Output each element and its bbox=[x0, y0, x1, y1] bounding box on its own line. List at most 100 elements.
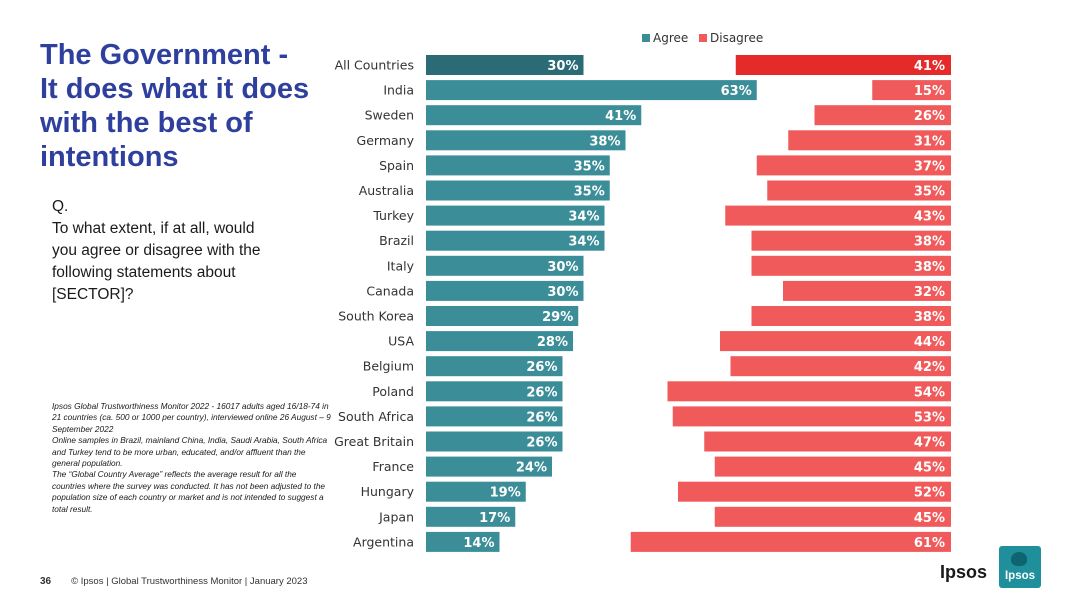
country-label: India bbox=[383, 83, 414, 98]
disagree-value-label: 37% bbox=[914, 159, 945, 174]
disagree-value-label: 45% bbox=[914, 511, 945, 526]
disagree-value-label: 32% bbox=[914, 285, 945, 300]
disagree-value-label: 44% bbox=[914, 335, 945, 350]
disagree-value-label: 54% bbox=[914, 385, 945, 400]
country-label: Great Britain bbox=[334, 434, 414, 449]
country-label: Spain bbox=[379, 158, 414, 173]
disagree-value-label: 15% bbox=[914, 84, 945, 99]
agree-value-label: 41% bbox=[605, 109, 636, 124]
chart-legend: Agree Disagree bbox=[642, 31, 763, 45]
agree-bar bbox=[426, 255, 584, 276]
agree-value-label: 26% bbox=[526, 385, 557, 400]
disagree-bar bbox=[678, 481, 951, 502]
agree-value-label: 38% bbox=[589, 134, 620, 149]
agree-value-label: 28% bbox=[537, 335, 568, 350]
disagree-bar bbox=[714, 506, 951, 527]
disagree-bar bbox=[814, 105, 951, 126]
disagree-value-label: 31% bbox=[914, 134, 945, 149]
agree-bar bbox=[426, 155, 610, 176]
country-label: All Countries bbox=[335, 58, 414, 73]
agree-bar bbox=[426, 55, 584, 75]
chart-row: India 63% 15% bbox=[383, 80, 951, 101]
disagree-bar bbox=[751, 255, 951, 276]
chart-row: Great Britain 26% 47% bbox=[334, 431, 951, 452]
chart-row: South Korea 29% 38% bbox=[338, 306, 951, 326]
disagree-value-label: 52% bbox=[914, 486, 945, 501]
legend-label: Agree bbox=[653, 31, 688, 45]
chart-row: Canada 30% 32% bbox=[366, 280, 951, 301]
disagree-value-label: 43% bbox=[914, 210, 945, 225]
agree-value-label: 63% bbox=[721, 84, 752, 99]
legend-swatch bbox=[642, 34, 650, 42]
chart-row: Japan 17% 45% bbox=[378, 506, 951, 527]
chart-row: Sweden 41% 26% bbox=[365, 105, 951, 126]
country-label: Argentina bbox=[353, 534, 414, 549]
disagree-bar bbox=[872, 80, 951, 101]
survey-question: Q. To what extent, if at all, would you … bbox=[52, 198, 261, 303]
country-label: Brazil bbox=[379, 233, 414, 248]
disagree-value-label: 61% bbox=[914, 536, 945, 551]
country-label: South Korea bbox=[338, 309, 414, 324]
country-label: South Africa bbox=[338, 409, 414, 424]
agree-bar bbox=[426, 381, 563, 402]
disagree-bar bbox=[751, 306, 951, 326]
agree-value-label: 26% bbox=[526, 360, 557, 375]
disagree-bar bbox=[714, 456, 951, 477]
legend-swatch bbox=[699, 34, 707, 42]
disagree-value-label: 38% bbox=[914, 260, 945, 275]
disagree-bar bbox=[751, 230, 951, 251]
disagree-value-label: 45% bbox=[914, 461, 945, 476]
agree-value-label: 30% bbox=[547, 59, 578, 74]
chart-row: Poland 26% 54% bbox=[372, 381, 951, 402]
agree-value-label: 17% bbox=[479, 511, 510, 526]
disagree-bar bbox=[667, 381, 951, 402]
agree-bar bbox=[426, 331, 573, 352]
agree-bar bbox=[426, 306, 579, 326]
disagree-value-label: 35% bbox=[914, 185, 945, 200]
agree-value-label: 14% bbox=[463, 536, 494, 551]
agree-bar bbox=[426, 506, 516, 527]
agree-bar bbox=[426, 431, 563, 452]
disagree-bar bbox=[767, 180, 951, 201]
disagree-bar bbox=[725, 205, 951, 226]
agree-value-label: 35% bbox=[574, 159, 605, 174]
chart-row: Turkey 34% 43% bbox=[372, 205, 951, 226]
disagree-value-label: 38% bbox=[914, 235, 945, 250]
agree-bar bbox=[426, 80, 757, 101]
disagree-bar bbox=[704, 431, 951, 452]
page-number: 36 bbox=[40, 576, 52, 587]
agree-bar bbox=[426, 356, 563, 377]
country-label: Italy bbox=[387, 258, 415, 273]
agree-bar bbox=[426, 205, 605, 226]
agree-value-label: 24% bbox=[516, 461, 547, 476]
ipsos-logo-icon: Ipsos bbox=[999, 546, 1041, 588]
agree-value-label: 26% bbox=[526, 410, 557, 425]
disagree-bar bbox=[720, 331, 951, 352]
disagree-bar bbox=[630, 531, 951, 552]
agree-bar bbox=[426, 531, 500, 552]
chart-row: Argentina 14% 61% bbox=[353, 531, 951, 552]
chart-row: All Countries 30% 41% bbox=[335, 55, 951, 75]
agree-value-label: 26% bbox=[526, 436, 557, 451]
chart-row: Hungary 19% 52% bbox=[361, 481, 951, 502]
disagree-value-label: 38% bbox=[914, 310, 945, 325]
methodology-line: Online samples in Brazil, mainland China… bbox=[52, 435, 328, 469]
chart-row: France 24% 45% bbox=[372, 456, 951, 477]
agree-value-label: 34% bbox=[568, 235, 599, 250]
country-label: Germany bbox=[357, 133, 415, 148]
agree-value-label: 30% bbox=[547, 285, 578, 300]
country-label: USA bbox=[388, 334, 414, 349]
agree-bar bbox=[426, 406, 563, 427]
disagree-value-label: 47% bbox=[914, 436, 945, 451]
agree-bar bbox=[426, 130, 626, 151]
chart-row: South Africa 26% 53% bbox=[338, 406, 951, 427]
agree-bar bbox=[426, 105, 642, 126]
agree-value-label: 19% bbox=[490, 486, 521, 501]
disagree-bar bbox=[783, 280, 951, 301]
agree-bar bbox=[426, 481, 526, 502]
agree-bar bbox=[426, 456, 552, 477]
disagree-bar bbox=[788, 130, 951, 151]
disagree-value-label: 41% bbox=[914, 59, 945, 74]
ipsos-wordmark: Ipsos bbox=[940, 562, 988, 582]
